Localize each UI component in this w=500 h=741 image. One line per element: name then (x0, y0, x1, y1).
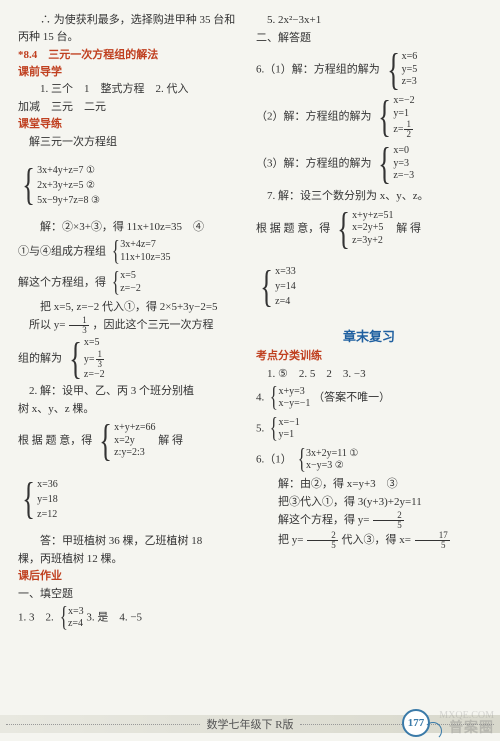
pre-study-heading: 课前导学 (18, 64, 244, 81)
ex2-d: 解 得 (158, 435, 183, 447)
rv-l6b: 解：由②，得 x=y+3 ③ (256, 476, 482, 493)
rv-l6-row: 6.（1） { 3x+2y=11 ① x−y=3 ② (256, 445, 482, 475)
rv-l1: 1. ⑤ 2. 5 2 3. −3 (256, 366, 482, 383)
q7b-row: 根 据 题 意，得 { x+y+z=51 x=2y+5 z=3y+2 解 得 (256, 206, 482, 252)
cg-line-2: 解：②×3+③，得 11x+10z=35 ④ (18, 219, 244, 236)
ex2-b: 树 x、y、z 棵。 (18, 401, 244, 418)
cg-line-4-row: 解这个方程组，得 { x=5 z=−2 (18, 268, 244, 298)
equation-system-1: { 3x+4y+z=7 ① 2x+3y+z=5 ② 5x−9y+7z=8 ③ (18, 152, 100, 218)
q6-3-row: （3）解：方程组的解为 { x=0 y=3 z=−3 (256, 141, 482, 187)
rv-l4a: 4. (256, 392, 264, 404)
fill-line-1-row: 1. 3 2. { x=3 z=4 3. 是 4. −5 (18, 603, 244, 633)
q6-2-row: （2）解：方程组的解为 { x=−2 y=1 z=12 (256, 94, 482, 140)
cg-line-4: 解这个方程组，得 (18, 276, 106, 288)
left-column: ∴ 为使获利最多，选择购进甲种 35 台和丙种 15 台。 *8.4 三元一次方… (18, 12, 244, 634)
q7b: 根 据 题 意，得 (256, 222, 330, 234)
rv-l5-row: 5. { x=−1 y=1 (256, 414, 482, 444)
rv-l6e: 把 y= 25 代入③，得 x= 175 (256, 531, 482, 550)
page-footer: 数学七年级下 R版 177 (0, 711, 500, 741)
equation-system-r5: { x=33 y=14 z=4 (256, 254, 296, 320)
ex2-c: 根 据 题 意，得 (18, 435, 92, 447)
equation-system-r4: { x+y+z=51 x=2y+5 z=3y+2 (333, 207, 393, 251)
ex2-e: 答：甲班植树 36 棵，乙班植树 18 (18, 533, 244, 550)
cg-line-5: 把 x=5, z=−2 代入①，得 2×5+3y−2=5 (18, 299, 244, 316)
equation-system-2: { 3x+4z=7 11x+10z=35 (109, 238, 171, 266)
rv-l6c: 把③代入①，得 3(y+3)+2y=11 (256, 494, 482, 511)
fraction-17-5: 175 (415, 531, 450, 550)
fill-heading: 一、填空题 (18, 586, 244, 603)
equation-system-r8: { 3x+2y=11 ① x−y=3 ② (295, 446, 359, 474)
rv-l5a: 5. (256, 423, 264, 435)
homework-heading: 课后作业 (18, 568, 244, 585)
equation-system-4: { x=5 y=13 z=−2 (65, 337, 105, 381)
watermark-main: 普案圈 (449, 717, 494, 737)
equation-system-r2: { x=−2 y=1 z=12 (374, 95, 414, 139)
q6-1-row: 6.（1）解：方程组的解为 { x=6 y=5 z=3 (256, 47, 482, 93)
cg-line-7: 组的解为 (18, 353, 62, 365)
chapter-review-title: 章末复习 (256, 327, 482, 347)
right-column: 5. 2x²−3x+1 二、解答题 6.（1）解：方程组的解为 { x=6 y=… (256, 12, 482, 634)
q7c: 解 得 (396, 222, 421, 234)
q6-1a: 6.（1）解：方程组的解为 (256, 64, 380, 76)
q6-2a: （2）解：方程组的解为 (256, 111, 372, 123)
rv-l4b: （答案不唯一） (313, 392, 390, 404)
pre-line-1: 1. 三个 1 整式方程 2. 代入 (18, 81, 244, 98)
equation-system-r3: { x=0 y=3 z=−3 (374, 142, 414, 186)
page-ring-icon (424, 722, 442, 740)
equation-system-6: { x=36 y=18 z=12 (18, 466, 58, 532)
answer-heading: 二、解答题 (256, 30, 482, 47)
cg-line-7-row: 组的解为 { x=5 y=13 z=−2 (18, 336, 244, 382)
cg-line-1: 解三元一次方程组 (18, 134, 244, 151)
q6-3a: （3）解：方程组的解为 (256, 158, 372, 170)
rv-l6d: 解这个方程，得 y= 25 (256, 511, 482, 530)
fraction-2-5: 25 (373, 511, 404, 530)
cg-line-6: 所以 y= 13 ，因此这个三元一次方程 (18, 316, 244, 335)
fill-l1: 1. 3 2. (18, 612, 54, 624)
review-sub-heading: 考点分类训练 (256, 348, 482, 365)
rv-l4-row: 4. { x+y=3 x−y=−1 （答案不唯一） (256, 383, 482, 413)
ex2-c-row: 根 据 题 意，得 { x+y+z=66 x=2y z:y=2:3 解 得 (18, 418, 244, 464)
ex2-a: 2. 解：设甲、乙、丙 3 个班分别植 (18, 383, 244, 400)
equation-system-7: { x=3 z=4 (57, 604, 84, 632)
equation-system-3: { x=5 z=−2 (109, 269, 141, 297)
ex2-f: 棵，丙班植树 12 棵。 (18, 551, 244, 568)
fraction-2-5-b: 25 (307, 531, 338, 550)
intro-text: ∴ 为使获利最多，选择购进甲种 35 台和丙种 15 台。 (18, 12, 244, 45)
rv-l6a: 6.（1） (256, 454, 292, 466)
cg-line-3: ①与④组成方程组 (18, 245, 106, 257)
class-guide-heading: 课堂导练 (18, 116, 244, 133)
r-top: 5. 2x²−3x+1 (256, 12, 482, 29)
fraction-1-3: 13 (69, 316, 89, 335)
q7a: 7. 解：设三个数分别为 x、y、z。 (256, 188, 482, 205)
cg-line-3-row: ①与④组成方程组 { 3x+4z=7 11x+10z=35 (18, 237, 244, 267)
equation-system-r7: { x=−1 y=1 (267, 415, 300, 443)
pre-line-2: 加减 三元 二元 (18, 99, 244, 116)
footer-text: 数学七年级下 R版 (206, 716, 293, 732)
equation-system-r6: { x+y=3 x−y=−1 (267, 384, 310, 412)
section-8-4-title: *8.4 三元一次方程组的解法 (18, 47, 244, 64)
equation-system-r1: { x=6 y=5 z=3 (383, 48, 418, 92)
equation-system-5: { x+y+z=66 x=2y z:y=2:3 (95, 419, 155, 463)
fill-l2: 3. 是 4. −5 (86, 612, 142, 624)
